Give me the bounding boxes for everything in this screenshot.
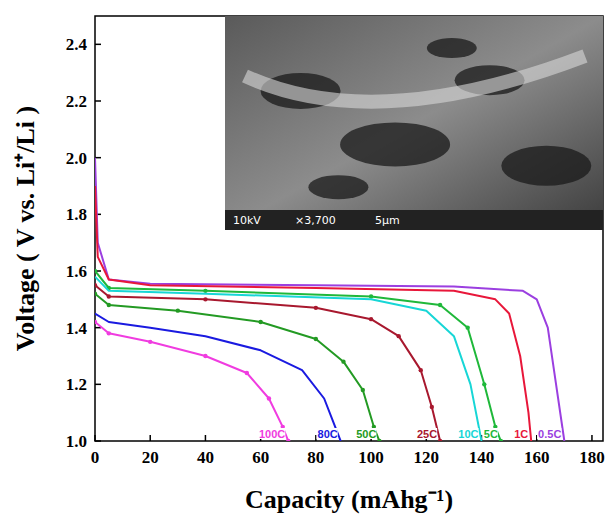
y-tick-label: 1.8 bbox=[66, 205, 87, 224]
series-marker bbox=[377, 439, 381, 441]
series-marker bbox=[438, 303, 442, 307]
series-marker bbox=[203, 289, 207, 293]
series-marker bbox=[107, 303, 111, 307]
series-marker bbox=[341, 359, 345, 363]
series-marker bbox=[203, 297, 207, 301]
y-tick-label: 1.2 bbox=[66, 375, 87, 394]
inset-pore bbox=[427, 38, 477, 58]
x-tick-label: 160 bbox=[524, 448, 550, 467]
y-tick-label: 1.0 bbox=[66, 432, 87, 451]
series-line bbox=[95, 322, 288, 441]
series-line bbox=[95, 285, 440, 441]
series-marker bbox=[499, 439, 503, 441]
inset: 10kV ×3,700 5µm bbox=[225, 16, 603, 230]
x-tick-label: 140 bbox=[469, 448, 495, 467]
y-tick bbox=[95, 384, 101, 386]
y-axis-title: Voltage ( V vs. Li⁺/Li ) bbox=[11, 106, 40, 351]
series-label: 5C bbox=[484, 428, 498, 440]
series-marker bbox=[438, 439, 442, 441]
chart: 10kV ×3,700 5µm 0 20 40 60 80 100 120 140 160 180 1.0… bbox=[0, 0, 614, 521]
series-label: 80C bbox=[318, 428, 338, 440]
x-tick-label: 40 bbox=[197, 448, 214, 467]
label-patch bbox=[483, 428, 498, 439]
y-tick-label: 1.6 bbox=[66, 262, 87, 281]
series-marker bbox=[107, 294, 111, 298]
inset-pore bbox=[501, 146, 591, 186]
x-tick bbox=[315, 435, 317, 441]
series-marker bbox=[95, 283, 97, 287]
series-marker bbox=[430, 405, 434, 409]
series-marker bbox=[286, 439, 290, 441]
series-marker bbox=[419, 368, 423, 372]
series-marker bbox=[369, 294, 373, 298]
series-marker bbox=[95, 269, 97, 273]
series-line bbox=[95, 277, 482, 441]
x-tick bbox=[94, 435, 96, 441]
series-labels: 0.5C 1C 5C 10C 25C 50C 80C 100C bbox=[258, 428, 561, 440]
y-tick bbox=[95, 440, 101, 442]
series-marker bbox=[314, 337, 318, 341]
series-marker bbox=[396, 334, 400, 338]
inset-label: ×3,700 bbox=[295, 214, 336, 227]
inset-pore bbox=[340, 122, 450, 166]
series-marker bbox=[267, 396, 271, 400]
series-line bbox=[95, 186, 531, 441]
x-tick-label: 180 bbox=[579, 448, 605, 467]
y-tick-label: 2.2 bbox=[66, 92, 87, 111]
inset-pore bbox=[308, 175, 368, 199]
y-tick-label: 1.4 bbox=[66, 319, 88, 338]
series-marker bbox=[107, 331, 111, 335]
series-label: 50C bbox=[356, 428, 376, 440]
x-tick-label: 80 bbox=[307, 448, 324, 467]
series-line bbox=[95, 294, 379, 441]
inset-label: 10kV bbox=[233, 214, 261, 227]
series-line bbox=[95, 158, 564, 441]
series-marker bbox=[148, 340, 152, 344]
series-label: 100C bbox=[259, 428, 285, 440]
series-group bbox=[95, 158, 564, 441]
x-tick-label: 0 bbox=[91, 448, 100, 467]
series-marker bbox=[95, 291, 97, 295]
x-tick bbox=[591, 435, 593, 441]
series-marker bbox=[176, 308, 180, 312]
label-patch bbox=[355, 428, 376, 439]
series-label: 0.5C bbox=[538, 428, 561, 440]
series-label: 25C bbox=[417, 428, 437, 440]
series-marker bbox=[314, 306, 318, 310]
label-patch bbox=[258, 428, 285, 439]
label-patch bbox=[537, 428, 561, 439]
x-axis-title: Capacity (mAhg⁻¹) bbox=[245, 485, 453, 514]
series-marker bbox=[361, 388, 365, 392]
x-tick bbox=[149, 435, 151, 441]
y-tick-label: 2.4 bbox=[66, 35, 88, 54]
x-tick-label: 60 bbox=[252, 448, 269, 467]
x-tick-label: 120 bbox=[414, 448, 440, 467]
label-patch bbox=[317, 428, 338, 439]
series-line bbox=[95, 271, 501, 441]
label-patch bbox=[513, 428, 528, 439]
label-patch bbox=[457, 428, 478, 439]
series-marker bbox=[95, 320, 97, 324]
series-marker bbox=[369, 317, 373, 321]
x-tick-label: 20 bbox=[142, 448, 159, 467]
series-marker bbox=[466, 325, 470, 329]
inset-image bbox=[225, 16, 603, 230]
x-tick-label: 100 bbox=[358, 448, 384, 467]
inset-bar bbox=[225, 210, 603, 230]
series-label: 10C bbox=[458, 428, 478, 440]
inset-label: 5µm bbox=[375, 214, 400, 227]
inset-ridge bbox=[245, 56, 585, 102]
y-tick bbox=[95, 100, 101, 102]
series-marker bbox=[482, 382, 486, 386]
series-marker bbox=[203, 354, 207, 358]
series-marker bbox=[245, 371, 249, 375]
y-tick bbox=[95, 44, 101, 46]
series-marker bbox=[258, 320, 262, 324]
y-tick-label: 2.0 bbox=[66, 149, 87, 168]
plot-frame bbox=[95, 16, 603, 441]
x-tick bbox=[205, 435, 207, 441]
series-label: 1C bbox=[514, 428, 528, 440]
series-line bbox=[95, 314, 341, 442]
label-patch bbox=[416, 428, 437, 439]
